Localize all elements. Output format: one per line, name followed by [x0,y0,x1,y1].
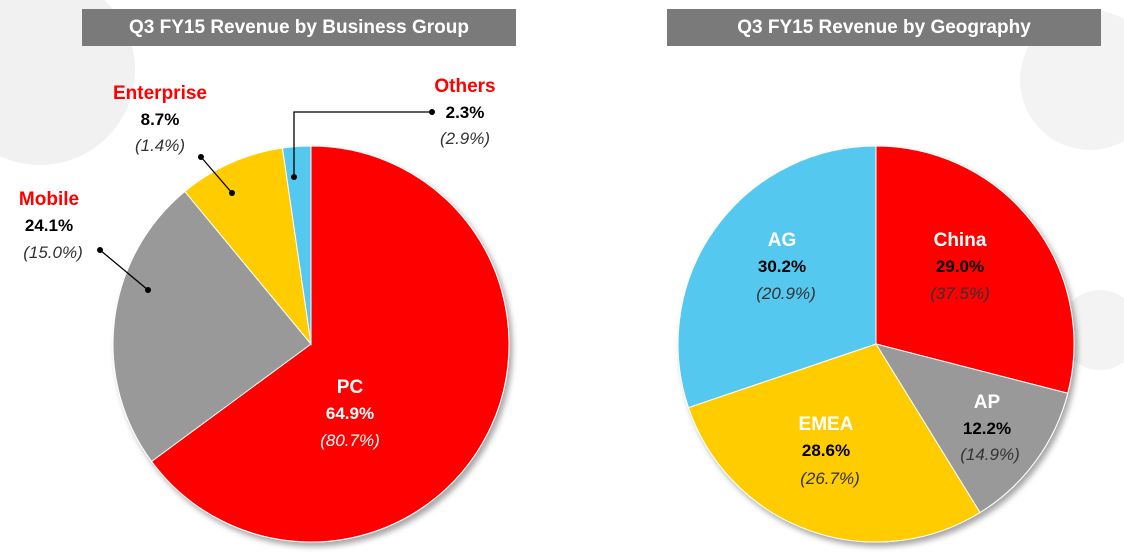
leader-line-others [293,111,432,177]
sub-mobile: (15.0%) [23,243,83,262]
value-enterprise: 8.7% [141,110,180,129]
sub-enterprise: (1.4%) [135,136,185,155]
value-ag: 30.2% [758,257,806,276]
label-emea: EMEA [799,414,854,435]
value-china: 29.0% [936,257,984,276]
label-ap: AP [974,392,1001,413]
leader-dot-mobile-b [145,287,151,293]
pie-slice-pc [150,145,510,543]
label-pc: PC [337,377,364,398]
pie-slice-others [281,145,312,345]
leader-lines-left [99,111,432,291]
pie-slice-ap [874,343,1069,514]
sub-pc: (80.7%) [320,431,380,450]
value-others: 2.3% [446,103,485,122]
pie-business-group [112,145,510,543]
label-china: China [934,230,987,251]
leader-dot-mobile-a [97,247,103,253]
sub-others: (2.9%) [440,129,490,148]
label-mobile: Mobile [19,189,79,210]
value-ap: 12.2% [963,419,1011,438]
sub-ag: (20.9%) [756,284,816,303]
leader-line-enterprise [200,156,233,194]
pie-geography [677,145,1075,543]
value-mobile: 24.1% [25,216,73,235]
chart-title-business-group: Q3 FY15 Revenue by Business Group [82,9,516,46]
pie-slice-emea [687,343,981,543]
leader-line-mobile [99,249,149,291]
label-others: Others [434,76,495,97]
pie-slice-ag [677,145,877,409]
label-ag: AG [768,230,797,251]
leader-dot-enterprise-b [229,190,235,196]
sub-ap: (14.9%) [960,445,1020,464]
leader-dot-enterprise-a [198,154,204,160]
chart-title-geography: Q3 FY15 Revenue by Geography [667,9,1101,46]
sub-emea: (26.7%) [800,469,860,488]
label-enterprise: Enterprise [113,83,207,104]
leader-dot-others-a [429,109,435,115]
value-pc: 64.9% [326,404,374,423]
leader-dots-left [97,109,435,293]
pie-slice-enterprise [184,147,312,346]
value-emea: 28.6% [802,441,850,460]
pie-slice-mobile [112,190,312,463]
leader-dot-others-b [291,174,297,180]
pie-slice-china [875,145,1075,394]
sub-china: (37.5%) [930,284,990,303]
